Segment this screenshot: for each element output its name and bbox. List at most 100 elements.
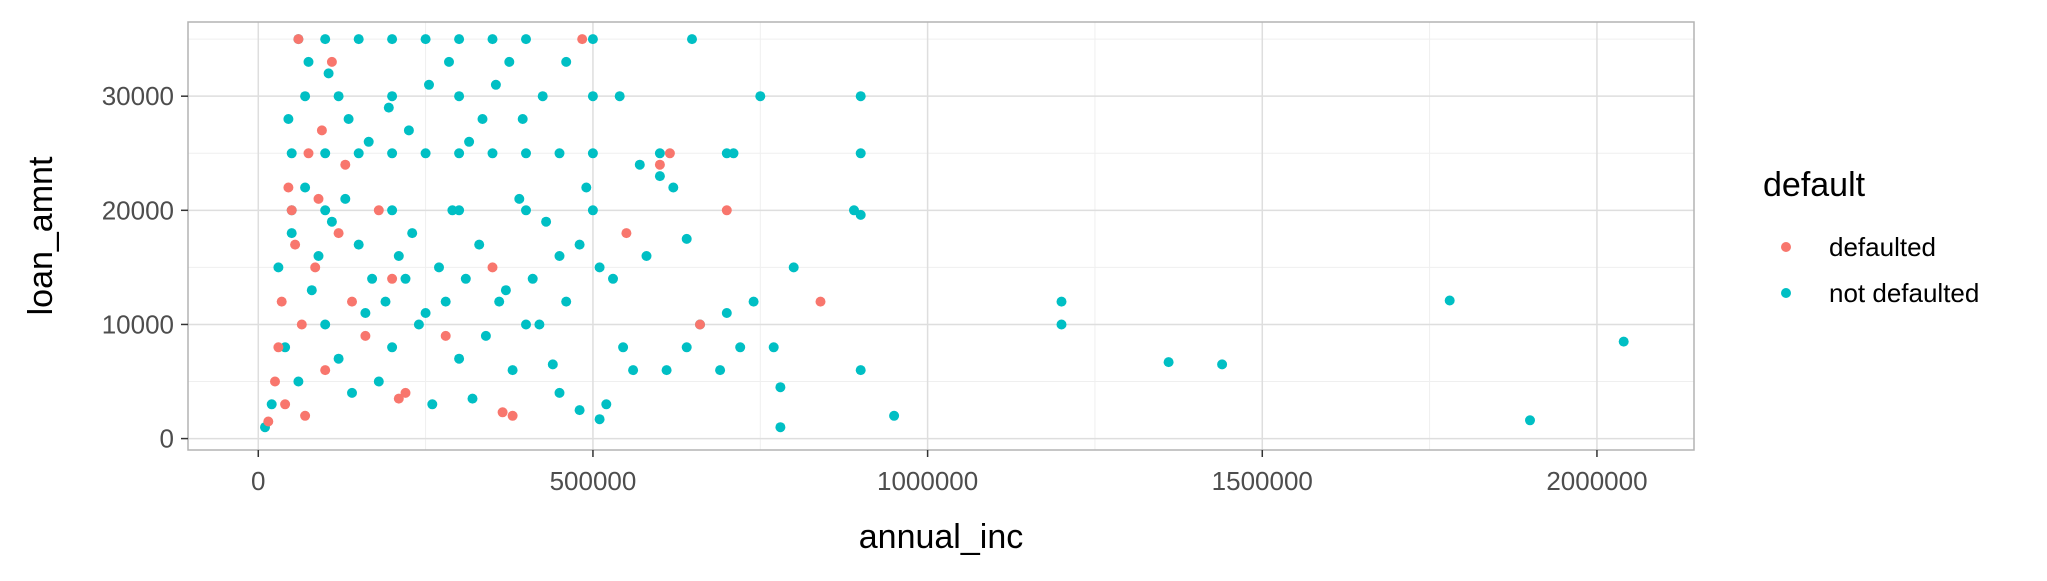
data-point-not-defaulted bbox=[855, 91, 866, 102]
data-point-not-defaulted bbox=[1217, 359, 1228, 370]
grid-lines bbox=[188, 22, 1694, 450]
data-point-not-defaulted bbox=[340, 193, 351, 204]
data-point-not-defaulted bbox=[755, 91, 766, 102]
data-point-not-defaulted bbox=[855, 365, 866, 376]
data-point-not-defaulted bbox=[454, 353, 465, 364]
data-point-not-defaulted bbox=[681, 233, 692, 244]
data-point-not-defaulted bbox=[440, 296, 451, 307]
data-point-not-defaulted bbox=[400, 273, 411, 284]
x-tick-label: 0 bbox=[251, 466, 265, 496]
data-point-not-defaulted bbox=[467, 393, 478, 404]
data-point-not-defaulted bbox=[547, 359, 558, 370]
data-point-not-defaulted bbox=[320, 148, 331, 159]
data-point-not-defaulted bbox=[521, 148, 531, 159]
data-point-defaulted bbox=[333, 228, 344, 239]
data-point-not-defaulted bbox=[608, 273, 618, 284]
data-point-not-defaulted bbox=[447, 205, 458, 216]
data-point-defaulted bbox=[313, 193, 324, 204]
data-point-not-defaulted bbox=[554, 251, 565, 261]
data-point-not-defaulted bbox=[855, 148, 866, 159]
data-point-not-defaulted bbox=[500, 285, 511, 296]
data-point-defaulted bbox=[303, 148, 314, 159]
data-point-not-defaulted bbox=[300, 91, 311, 102]
data-point-not-defaulted bbox=[748, 296, 759, 307]
data-point-not-defaulted bbox=[587, 34, 598, 45]
data-point-defaulted bbox=[293, 34, 304, 45]
data-point-not-defaulted bbox=[775, 382, 786, 393]
data-point-not-defaulted bbox=[534, 319, 545, 330]
data-point-defaulted bbox=[360, 330, 371, 341]
data-point-not-defaulted bbox=[687, 34, 697, 45]
data-point-defaulted bbox=[286, 205, 297, 216]
data-point-not-defaulted bbox=[681, 342, 692, 353]
data-point-defaulted bbox=[664, 148, 675, 159]
data-point-not-defaulted bbox=[541, 216, 552, 227]
data-point-not-defaulted bbox=[403, 125, 414, 136]
data-point-not-defaulted bbox=[721, 308, 732, 318]
data-point-not-defaulted bbox=[574, 405, 585, 416]
data-point-not-defaulted bbox=[494, 296, 505, 307]
data-point-defaulted bbox=[721, 205, 732, 216]
data-point-defaulted bbox=[400, 387, 411, 398]
data-point-defaulted bbox=[497, 407, 508, 418]
data-point-not-defaulted bbox=[487, 34, 498, 45]
data-point-not-defaulted bbox=[634, 159, 645, 170]
data-point-not-defaulted bbox=[313, 251, 324, 261]
data-point-defaulted bbox=[283, 182, 294, 193]
y-tick-label: 30000 bbox=[102, 81, 174, 111]
data-point-not-defaulted bbox=[1056, 319, 1067, 330]
data-point-not-defaulted bbox=[517, 114, 528, 124]
data-point-not-defaulted bbox=[601, 399, 612, 410]
data-point-not-defaulted bbox=[507, 365, 518, 376]
data-point-defaulted bbox=[280, 399, 291, 410]
data-point-not-defaulted bbox=[477, 114, 488, 124]
data-point-not-defaulted bbox=[514, 193, 525, 204]
data-point-not-defaulted bbox=[1618, 336, 1629, 347]
data-point-not-defaulted bbox=[521, 319, 531, 330]
data-point-defaulted bbox=[326, 56, 337, 67]
data-point-defaulted bbox=[347, 296, 357, 307]
data-point-defaulted bbox=[654, 159, 665, 170]
data-point-not-defaulted bbox=[855, 209, 866, 220]
data-point-defaulted bbox=[621, 228, 632, 239]
data-point-not-defaulted bbox=[320, 319, 331, 330]
data-point-not-defaulted bbox=[554, 148, 565, 159]
plot-border bbox=[187, 21, 1695, 451]
data-point-defaulted bbox=[577, 34, 588, 45]
data-point-not-defaulted bbox=[420, 34, 431, 45]
legend-label-not-defaulted: not defaulted bbox=[1829, 278, 1979, 308]
data-point-not-defaulted bbox=[387, 205, 398, 216]
legend-title: default bbox=[1763, 166, 1866, 204]
data-point-not-defaulted bbox=[393, 251, 404, 261]
data-point-not-defaulted bbox=[661, 365, 672, 376]
data-point-not-defaulted bbox=[273, 262, 284, 273]
data-point-defaulted bbox=[263, 416, 274, 427]
data-point-defaulted bbox=[310, 262, 321, 273]
data-point-not-defaulted bbox=[490, 79, 501, 90]
data-point-defaulted bbox=[387, 273, 398, 284]
data-point-not-defaulted bbox=[581, 182, 592, 193]
data-point-not-defaulted bbox=[387, 148, 398, 159]
y-tick-label: 0 bbox=[160, 424, 174, 454]
data-point-defaulted bbox=[815, 296, 826, 307]
data-point-not-defaulted bbox=[537, 91, 548, 102]
data-point-not-defaulted bbox=[889, 410, 900, 421]
data-point-not-defaulted bbox=[521, 34, 531, 45]
data-point-not-defaulted bbox=[454, 148, 465, 159]
data-point-not-defaulted bbox=[323, 68, 334, 79]
data-point-not-defaulted bbox=[728, 148, 739, 159]
data-point-not-defaulted bbox=[527, 273, 538, 284]
y-axis-ticks: 0 10000 20000 30000 bbox=[102, 81, 188, 454]
legend: default defaulted not defaulted bbox=[1763, 166, 1979, 308]
x-tick-label: 1500000 bbox=[1212, 466, 1313, 496]
data-point-defaulted bbox=[440, 330, 451, 341]
data-point-defaulted bbox=[695, 319, 705, 330]
data-point-not-defaulted bbox=[574, 239, 585, 250]
data-point-not-defaulted bbox=[424, 79, 434, 90]
legend-label-defaulted: defaulted bbox=[1829, 232, 1936, 262]
data-point-not-defaulted bbox=[387, 342, 398, 353]
data-point-not-defaulted bbox=[413, 319, 424, 330]
y-tick-label: 10000 bbox=[102, 309, 174, 339]
x-tick-label: 500000 bbox=[550, 466, 637, 496]
data-point-not-defaulted bbox=[266, 399, 277, 410]
